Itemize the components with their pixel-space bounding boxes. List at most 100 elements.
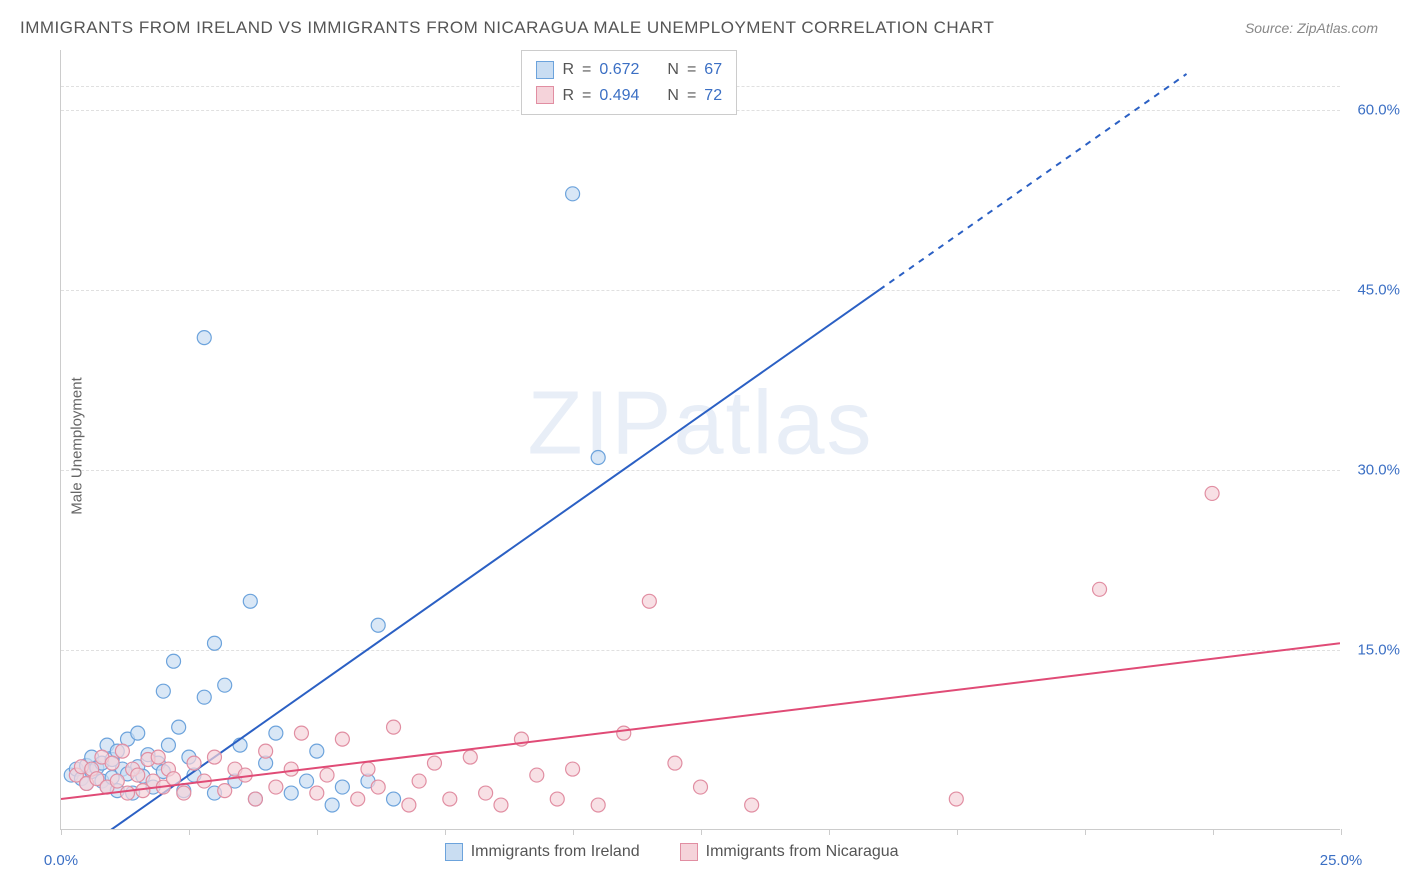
data-point xyxy=(427,756,441,770)
legend-r-nicaragua: 0.494 xyxy=(599,83,639,109)
data-point xyxy=(361,762,375,776)
data-point xyxy=(591,450,605,464)
x-tick-label: 25.0% xyxy=(1320,852,1363,869)
data-point xyxy=(207,750,221,764)
legend-n-label: N xyxy=(667,57,679,83)
data-point xyxy=(371,618,385,632)
data-point xyxy=(207,636,221,650)
data-point xyxy=(642,594,656,608)
regression-line-dashed xyxy=(880,74,1187,290)
data-point xyxy=(197,331,211,345)
y-tick-label: 60.0% xyxy=(1345,102,1400,119)
bottom-legend-nicaragua: Immigrants from Nicaragua xyxy=(680,843,899,861)
legend-swatch-nicaragua xyxy=(680,843,698,861)
x-tick-mark xyxy=(1341,829,1342,835)
data-point xyxy=(131,726,145,740)
data-point xyxy=(387,720,401,734)
data-point xyxy=(412,774,426,788)
data-point xyxy=(1205,486,1219,500)
x-tick-mark xyxy=(573,829,574,835)
x-tick-mark xyxy=(1213,829,1214,835)
data-point xyxy=(105,756,119,770)
legend-eq: = xyxy=(687,57,696,83)
data-point xyxy=(167,772,181,786)
data-point xyxy=(550,792,564,806)
data-point xyxy=(300,774,314,788)
data-point xyxy=(269,780,283,794)
legend-row-nicaragua: R = 0.494 N = 72 xyxy=(536,83,722,109)
regression-line xyxy=(61,290,880,829)
data-point xyxy=(259,744,273,758)
x-tick-mark xyxy=(957,829,958,835)
legend-row-ireland: R = 0.672 N = 67 xyxy=(536,57,722,83)
data-point xyxy=(218,784,232,798)
data-point xyxy=(115,744,129,758)
data-point xyxy=(310,744,324,758)
plot-area: ZIPatlas R = 0.672 N = 67 R = 0.494 N = xyxy=(60,50,1340,830)
y-tick-label: 15.0% xyxy=(1345,642,1400,659)
data-point xyxy=(248,792,262,806)
data-point xyxy=(218,678,232,692)
data-point xyxy=(463,750,477,764)
regression-line xyxy=(61,643,1340,799)
data-point xyxy=(121,786,135,800)
data-point xyxy=(284,762,298,776)
chart-title: IMMIGRANTS FROM IRELAND VS IMMIGRANTS FR… xyxy=(20,18,994,38)
data-point xyxy=(335,780,349,794)
data-point xyxy=(177,786,191,800)
data-point xyxy=(1093,582,1107,596)
data-point xyxy=(151,750,165,764)
data-point xyxy=(197,690,211,704)
data-point xyxy=(371,780,385,794)
legend-eq: = xyxy=(582,57,591,83)
correlation-legend: R = 0.672 N = 67 R = 0.494 N = 72 xyxy=(521,50,737,115)
data-point xyxy=(320,768,334,782)
x-tick-mark xyxy=(61,829,62,835)
x-tick-mark xyxy=(189,829,190,835)
data-point xyxy=(187,756,201,770)
data-point xyxy=(387,792,401,806)
legend-n-ireland: 67 xyxy=(704,57,722,83)
data-point xyxy=(269,726,283,740)
data-point xyxy=(335,732,349,746)
data-point xyxy=(294,726,308,740)
data-point xyxy=(949,792,963,806)
x-tick-mark xyxy=(1085,829,1086,835)
data-point xyxy=(167,654,181,668)
data-point xyxy=(566,187,580,201)
x-tick-mark xyxy=(701,829,702,835)
source-attribution: Source: ZipAtlas.com xyxy=(1245,20,1378,36)
y-tick-label: 45.0% xyxy=(1345,282,1400,299)
data-point xyxy=(131,768,145,782)
data-point xyxy=(745,798,759,812)
data-point xyxy=(617,726,631,740)
data-point xyxy=(156,684,170,698)
data-point xyxy=(494,798,508,812)
y-tick-label: 30.0% xyxy=(1345,462,1400,479)
legend-r-label: R xyxy=(562,83,574,109)
bottom-legend-label-ireland: Immigrants from Ireland xyxy=(471,843,640,861)
data-point xyxy=(402,798,416,812)
data-point xyxy=(443,792,457,806)
legend-r-label: R xyxy=(562,57,574,83)
data-point xyxy=(351,792,365,806)
data-point xyxy=(110,774,124,788)
bottom-legend-ireland: Immigrants from Ireland xyxy=(445,843,640,861)
data-point xyxy=(566,762,580,776)
legend-n-nicaragua: 72 xyxy=(704,83,722,109)
data-point xyxy=(530,768,544,782)
data-point xyxy=(172,720,186,734)
x-tick-label: 0.0% xyxy=(44,852,78,869)
data-point xyxy=(243,594,257,608)
legend-r-ireland: 0.672 xyxy=(599,57,639,83)
x-tick-mark xyxy=(829,829,830,835)
data-point xyxy=(161,738,175,752)
data-point xyxy=(284,786,298,800)
legend-swatch-ireland xyxy=(536,61,554,79)
data-point xyxy=(310,786,324,800)
x-tick-mark xyxy=(445,829,446,835)
chart-container: IMMIGRANTS FROM IRELAND VS IMMIGRANTS FR… xyxy=(0,0,1406,892)
legend-n-label: N xyxy=(667,83,679,109)
data-point xyxy=(325,798,339,812)
legend-eq: = xyxy=(687,83,696,109)
